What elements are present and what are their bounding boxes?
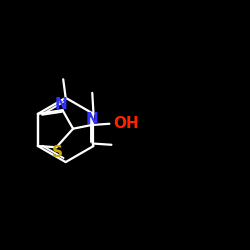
Text: N: N xyxy=(55,97,68,112)
Text: OH: OH xyxy=(113,116,139,130)
Text: S: S xyxy=(52,145,63,160)
Text: N: N xyxy=(86,112,98,126)
